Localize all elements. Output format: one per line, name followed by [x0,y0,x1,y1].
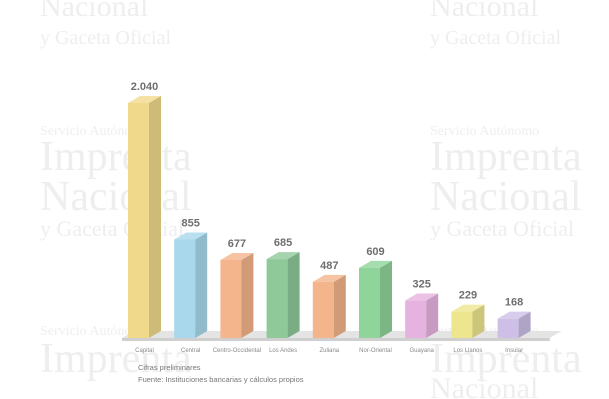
category-label: Guayana [410,348,435,354]
bar-front [359,267,380,338]
category-label: Nor-Oriental [359,348,392,354]
category-label: Capital [135,348,154,354]
bar-side [333,274,346,338]
bar-los-llanos [451,304,485,338]
floor-edge [122,338,550,341]
bar-zuliana [312,274,346,338]
bar-front [266,259,288,338]
category-label: Central [181,348,200,354]
bar-front [128,103,149,338]
category-label: Insular [505,348,523,354]
bar-central [174,232,208,338]
value-label: 855 [182,218,200,230]
bar-side [195,232,208,338]
bar-top [405,293,439,301]
bar-side [380,260,392,338]
bar-top [128,96,161,103]
value-label: 677 [228,238,246,250]
bar-nor-oriental [359,260,392,338]
bar-side [287,252,300,338]
category-label: Zuliana [319,348,339,354]
category-label: Los Andes [269,348,297,354]
value-label: 609 [366,246,384,258]
bar-group [128,96,531,338]
bar-front [497,318,519,338]
bar-front [220,260,242,338]
bar-side [241,253,254,338]
prelim-note: Cifras preliminares [138,363,201,372]
value-label: 685 [274,237,292,249]
bar-centro-occidental [220,253,254,338]
bar-top [451,304,485,312]
category-label: Los Llanos [453,348,482,354]
bar-top [174,232,208,240]
bar-top [266,252,300,260]
bar-side [518,311,531,338]
bar-front [451,311,473,338]
bar-front [312,281,334,338]
bar-los-andes [266,252,300,338]
value-label: 229 [459,290,477,302]
bar-insular [497,311,531,338]
bar-top [312,274,346,282]
value-label: 325 [413,279,431,291]
value-label: 487 [320,260,338,272]
bar-top [497,311,531,319]
bar-front [405,300,427,338]
bar-guayana [405,293,439,338]
category-label: Centro-Occidental [213,348,261,354]
bar-top [359,260,392,268]
bar-side [149,96,161,338]
category-label-group: Capital Central Centro-Occidental Los Andes… [135,348,523,354]
bar-capital [128,96,161,338]
bar-front [174,239,196,338]
bar-side [426,293,439,338]
bar-side [472,304,485,338]
chart-notes: Cifras preliminares Fuente: Institucione… [138,362,304,386]
value-label: 2.040 [131,81,159,93]
value-label-group: 2.040 855 677 685 487 609 325 229 168 [131,81,524,309]
source-note: Fuente: Instituciones bancarias y cálcul… [138,375,304,384]
value-label: 168 [505,297,523,309]
bar-top [220,253,254,261]
